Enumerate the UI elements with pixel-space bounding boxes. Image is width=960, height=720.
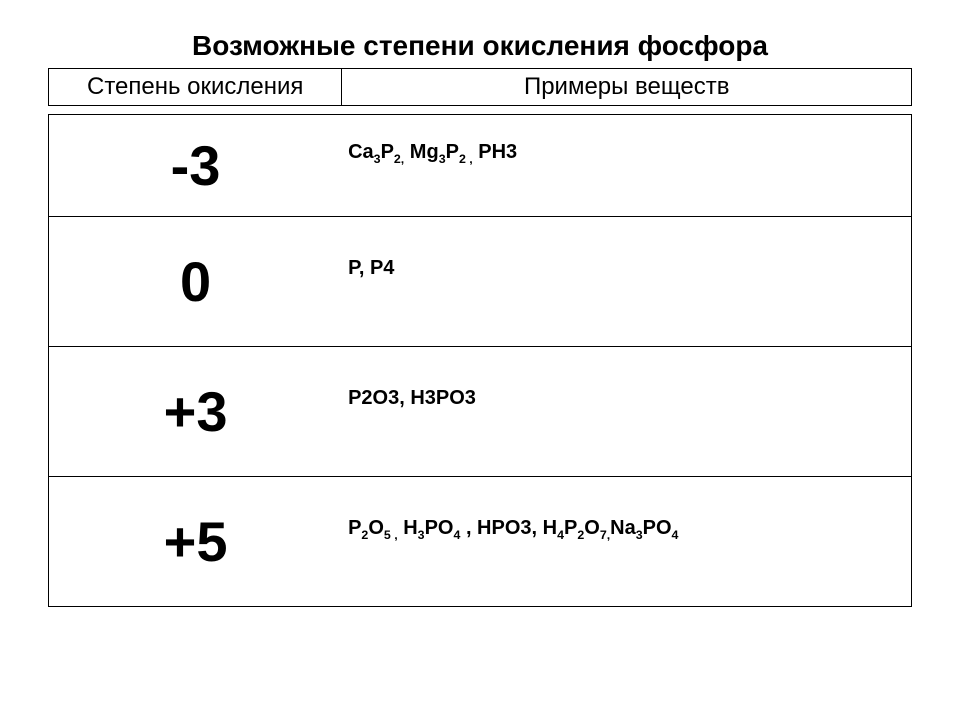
header-table: Степень окисления Примеры веществ bbox=[48, 68, 912, 106]
body-table: -3Ca3P2, Mg3P2 , PH30P, P4+3P2O3, H3PO3+… bbox=[49, 115, 911, 606]
examples: P, P4 bbox=[342, 217, 911, 347]
oxidation-state: +5 bbox=[49, 477, 342, 607]
body-table-wrap: -3Ca3P2, Mg3P2 , PH30P, P4+3P2O3, H3PO3+… bbox=[48, 114, 912, 607]
table-row: +3P2O3, H3PO3 bbox=[49, 347, 911, 477]
table-row: 0P, P4 bbox=[49, 217, 911, 347]
table-row: -3Ca3P2, Mg3P2 , PH3 bbox=[49, 115, 911, 217]
header-examples: Примеры веществ bbox=[342, 69, 912, 106]
oxidation-state: +3 bbox=[49, 347, 342, 477]
page: Возможные степени окисления фосфора Степ… bbox=[0, 0, 960, 607]
examples: Ca3P2, Mg3P2 , PH3 bbox=[342, 115, 911, 217]
table-row: +5P2O5 , H3PO4 , HPO3, H4P2O7,Na3PO4 bbox=[49, 477, 911, 607]
page-title: Возможные степени окисления фосфора bbox=[48, 30, 912, 62]
header-row: Степень окисления Примеры веществ bbox=[49, 69, 912, 106]
oxidation-state: 0 bbox=[49, 217, 342, 347]
header-state: Степень окисления bbox=[49, 69, 342, 106]
examples: P2O3, H3PO3 bbox=[342, 347, 911, 477]
examples: P2O5 , H3PO4 , HPO3, H4P2O7,Na3PO4 bbox=[342, 477, 911, 607]
oxidation-state: -3 bbox=[49, 115, 342, 217]
